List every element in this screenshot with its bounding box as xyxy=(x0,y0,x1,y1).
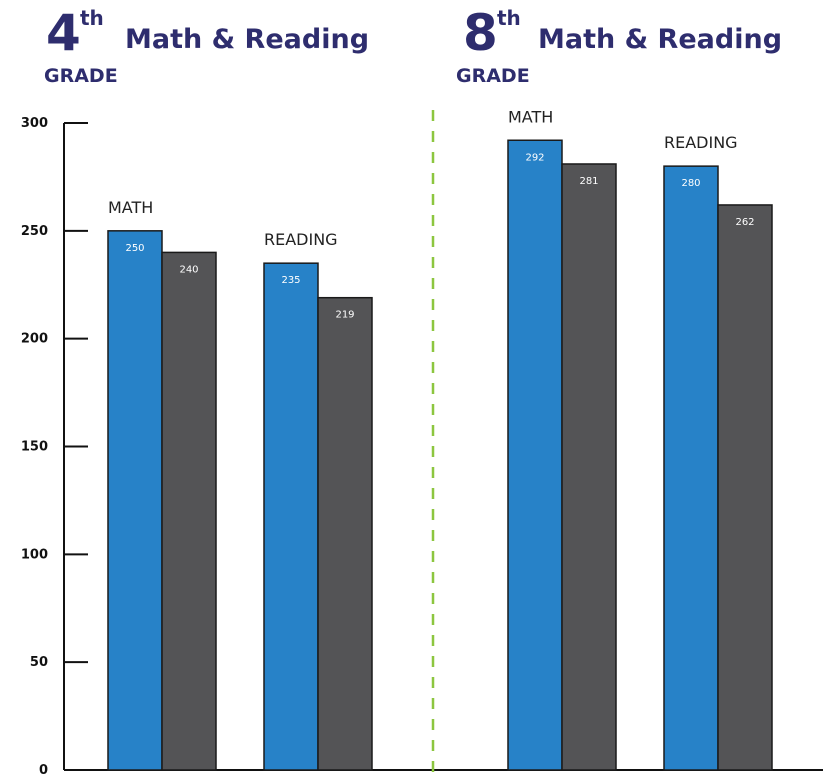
y-tick-label: 300 xyxy=(21,116,48,131)
grade4-subtitle: Math & Reading xyxy=(125,24,370,55)
bar-value-label: 219 xyxy=(335,310,354,321)
grade4-label: GRADE xyxy=(44,65,118,87)
bar-math-4th-gray xyxy=(161,251,217,771)
y-tick-label: 150 xyxy=(21,440,48,455)
y-tick-label: 0 xyxy=(39,763,48,778)
bar-value-label: 262 xyxy=(735,217,754,228)
bar-value-label: 250 xyxy=(125,243,144,254)
group-label-math: MATH xyxy=(108,198,153,217)
grade8-subtitle: Math & Reading xyxy=(538,24,783,55)
group-label-reading: READING xyxy=(264,230,338,249)
bar-reading-8th-blue xyxy=(663,165,719,771)
grade8-label: GRADE xyxy=(456,65,530,87)
grade4-suffix: th xyxy=(80,6,104,30)
bar-value-label: 292 xyxy=(525,152,544,163)
bar-value-label: 240 xyxy=(179,264,198,275)
grade8-suffix: th xyxy=(497,6,521,30)
y-tick-label: 250 xyxy=(21,224,48,239)
bar-math-8th-gray xyxy=(561,163,617,771)
bar-value-label: 280 xyxy=(681,178,700,189)
y-tick-label: 200 xyxy=(21,332,48,347)
group-label-math: MATH xyxy=(508,107,553,126)
bar-value-label: 281 xyxy=(579,176,598,187)
bar-reading-8th-gray xyxy=(717,204,773,771)
y-tick-label: 50 xyxy=(30,655,48,670)
bar-reading-4th-blue xyxy=(263,262,319,771)
y-tick-label: 100 xyxy=(21,547,48,562)
group-label-reading: READING xyxy=(664,133,738,152)
grade8-number: 8 xyxy=(463,4,498,62)
bar-reading-4th-gray xyxy=(317,296,373,771)
bar-value-label: 235 xyxy=(281,275,300,286)
bar-math-4th-blue xyxy=(107,230,163,771)
grade4-number: 4 xyxy=(46,4,81,62)
bar-math-8th-blue xyxy=(507,139,563,771)
